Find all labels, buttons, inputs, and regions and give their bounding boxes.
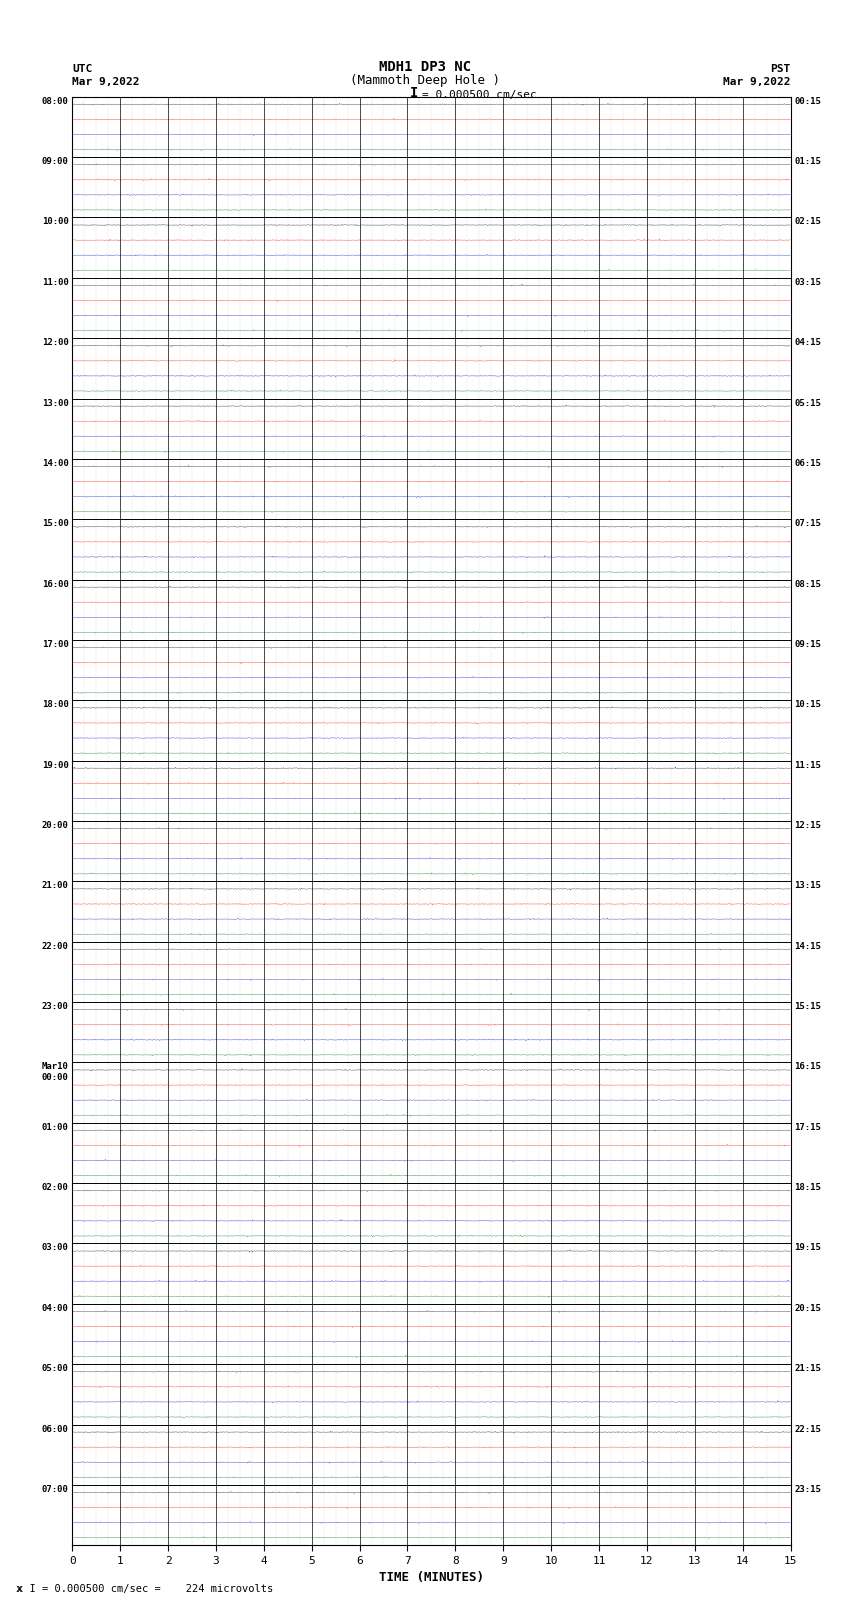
Text: 06:00: 06:00 <box>42 1424 69 1434</box>
Text: 14:15: 14:15 <box>794 942 821 950</box>
Text: 13:00: 13:00 <box>42 398 69 408</box>
Text: Mar10
00:00: Mar10 00:00 <box>42 1063 69 1082</box>
Text: 21:15: 21:15 <box>794 1365 821 1373</box>
Text: 12:15: 12:15 <box>794 821 821 831</box>
Text: 16:00: 16:00 <box>42 579 69 589</box>
Text: 04:15: 04:15 <box>794 339 821 347</box>
Text: 07:15: 07:15 <box>794 519 821 527</box>
Text: 11:15: 11:15 <box>794 761 821 769</box>
Text: 02:00: 02:00 <box>42 1184 69 1192</box>
Text: Mar 9,2022: Mar 9,2022 <box>723 77 791 87</box>
Text: 09:15: 09:15 <box>794 640 821 648</box>
Text: 13:15: 13:15 <box>794 881 821 890</box>
Text: 15:15: 15:15 <box>794 1002 821 1011</box>
Text: 02:15: 02:15 <box>794 218 821 226</box>
Text: (Mammoth Deep Hole ): (Mammoth Deep Hole ) <box>350 74 500 87</box>
Text: 03:00: 03:00 <box>42 1244 69 1252</box>
Text: Mar 9,2022: Mar 9,2022 <box>72 77 139 87</box>
Text: 22:15: 22:15 <box>794 1424 821 1434</box>
Text: 18:15: 18:15 <box>794 1184 821 1192</box>
Text: 07:00: 07:00 <box>42 1486 69 1494</box>
Text: 08:15: 08:15 <box>794 579 821 589</box>
Text: 03:15: 03:15 <box>794 277 821 287</box>
Text: 23:00: 23:00 <box>42 1002 69 1011</box>
Text: 11:00: 11:00 <box>42 277 69 287</box>
Text: 10:15: 10:15 <box>794 700 821 710</box>
Text: 15:00: 15:00 <box>42 519 69 527</box>
Text: 05:00: 05:00 <box>42 1365 69 1373</box>
X-axis label: TIME (MINUTES): TIME (MINUTES) <box>379 1571 484 1584</box>
Text: 00:15: 00:15 <box>794 97 821 106</box>
Text: 22:00: 22:00 <box>42 942 69 950</box>
Text: PST: PST <box>770 65 790 74</box>
Text: 16:15: 16:15 <box>794 1063 821 1071</box>
Text: 19:00: 19:00 <box>42 761 69 769</box>
Text: 09:00: 09:00 <box>42 156 69 166</box>
Text: 06:15: 06:15 <box>794 460 821 468</box>
Text: 19:15: 19:15 <box>794 1244 821 1252</box>
Text: 21:00: 21:00 <box>42 881 69 890</box>
Text: 23:15: 23:15 <box>794 1486 821 1494</box>
Text: 20:00: 20:00 <box>42 821 69 831</box>
Text: 17:00: 17:00 <box>42 640 69 648</box>
Text: UTC: UTC <box>72 65 93 74</box>
Text: MDH1 DP3 NC: MDH1 DP3 NC <box>379 60 471 74</box>
Text: 14:00: 14:00 <box>42 460 69 468</box>
Text: 05:15: 05:15 <box>794 398 821 408</box>
Text: 10:00: 10:00 <box>42 218 69 226</box>
Text: 01:15: 01:15 <box>794 156 821 166</box>
Text: 12:00: 12:00 <box>42 339 69 347</box>
Text: 18:00: 18:00 <box>42 700 69 710</box>
Text: x I = 0.000500 cm/sec =    224 microvolts: x I = 0.000500 cm/sec = 224 microvolts <box>17 1584 273 1594</box>
Text: 20:15: 20:15 <box>794 1303 821 1313</box>
Text: I: I <box>410 85 418 100</box>
Text: 04:00: 04:00 <box>42 1303 69 1313</box>
Text: 08:00: 08:00 <box>42 97 69 106</box>
Text: = 0.000500 cm/sec: = 0.000500 cm/sec <box>422 90 537 100</box>
Text: 01:00: 01:00 <box>42 1123 69 1132</box>
Text: x: x <box>15 1584 21 1594</box>
Text: 17:15: 17:15 <box>794 1123 821 1132</box>
